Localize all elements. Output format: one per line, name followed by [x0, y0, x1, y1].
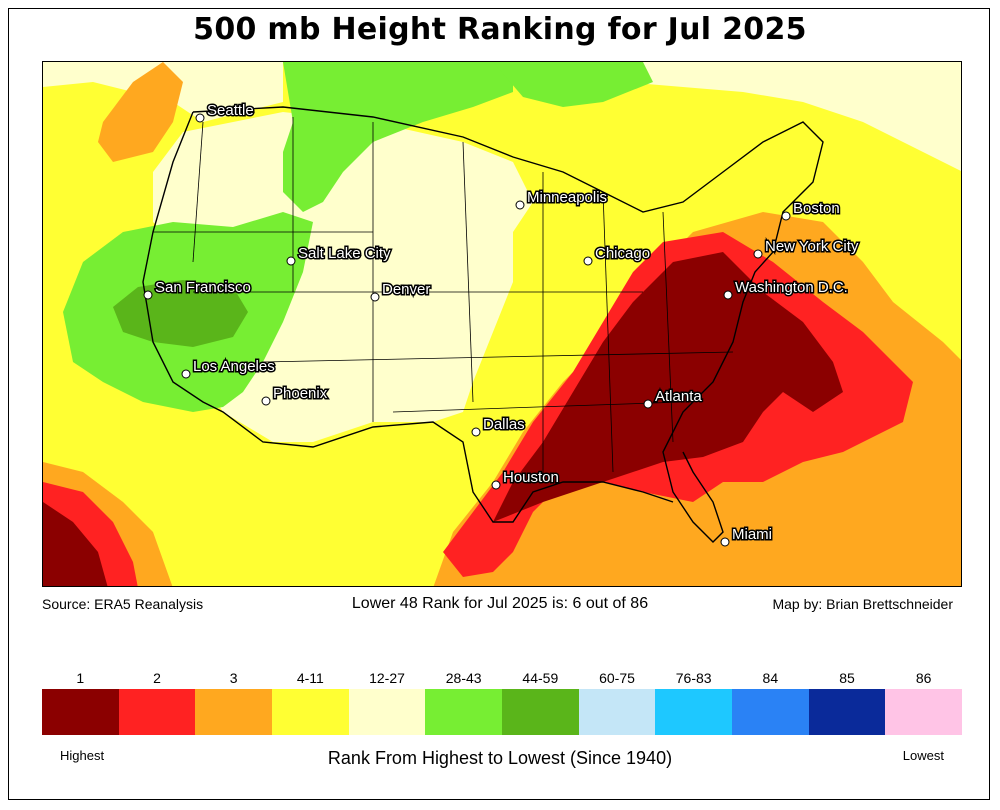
legend-lowest-label: Lowest [902, 748, 944, 763]
rank-region-1 [493, 252, 843, 522]
city-label: Washington D.C. [735, 279, 848, 296]
city-marker-icon [781, 211, 791, 221]
city-markers: Seattle Minneapolis Boston Salt Lake City Ch… [143, 101, 860, 547]
city-label: Dallas [483, 416, 525, 433]
legend-swatch [732, 689, 809, 735]
city-label: Chicago [595, 245, 650, 262]
legend-bin-label: 4-11 [296, 670, 324, 686]
legend-bin-label: 44-59 [522, 670, 559, 686]
city-label: San Francisco [155, 279, 251, 296]
map-canvas: Seattle Minneapolis Boston Salt Lake City Ch… [43, 62, 961, 586]
city-marker-icon [143, 290, 153, 300]
legend-bin-label: 76-83 [675, 670, 712, 686]
city-marker-icon [643, 399, 653, 409]
legend-color-bar [42, 689, 963, 735]
city-label: Los Angeles [193, 358, 275, 375]
rank-region-3-pacific-nw [98, 62, 183, 162]
legend-bin-label: 1 [76, 670, 85, 686]
city-label: Minneapolis [527, 189, 607, 206]
city-label: Seattle [207, 102, 254, 119]
source-note: Source: ERA5 Reanalysis [42, 596, 204, 612]
city-label: Atlanta [655, 388, 702, 405]
legend-bin-label: 3 [229, 670, 238, 686]
city-marker-icon [181, 369, 191, 379]
legend-swatch [885, 689, 963, 735]
legend-title: Rank From Highest to Lowest (Since 1940) [327, 748, 673, 768]
legend-bin-label: 60-75 [599, 670, 635, 686]
legend-swatch [578, 689, 656, 735]
city-marker-icon [195, 113, 205, 123]
legend-bin-label: 2 [153, 670, 161, 686]
legend-swatch [425, 689, 503, 735]
city-marker-icon [471, 427, 481, 437]
legend-bin-label: 12-27 [369, 670, 405, 686]
rank-statement: Lower 48 Rank for Jul 2025 is: 6 out of … [351, 595, 649, 612]
figure-frame [8, 8, 990, 800]
city-marker-icon [491, 480, 501, 490]
legend-bin-label: 85 [839, 670, 855, 686]
city-label: Boston [793, 200, 840, 217]
legend-swatch [655, 689, 733, 735]
legend-swatch [502, 689, 579, 735]
boundaries [142, 106, 824, 543]
city-label: Denver [382, 281, 430, 298]
city-marker-icon [370, 292, 380, 302]
legend-labels: 1 2 3 4-11 12-27 28-43 44-59 60-75 76-83 84 85 86 [42, 670, 962, 690]
city-label: New York City [765, 238, 859, 255]
map-credit: Map by: Brian Brettschneider [772, 596, 953, 612]
legend-swatch [272, 689, 349, 735]
legend-bin-label: 84 [762, 670, 779, 686]
legend-swatch [808, 689, 886, 735]
map-title: 500 mb Height Ranking for Jul 2025 [193, 12, 807, 47]
rank-region-28-43-north [283, 62, 513, 212]
city-label: Miami [732, 526, 772, 543]
legend-swatch [118, 689, 196, 735]
city-marker-icon [753, 249, 763, 259]
rank-region-12-27-northeast [523, 62, 961, 171]
city-marker-icon [515, 200, 525, 210]
city-label: Phoenix [273, 385, 328, 402]
legend-swatch [348, 689, 426, 735]
legend-swatch [195, 689, 273, 735]
city-marker-icon [723, 290, 733, 300]
city-marker-icon [583, 256, 593, 266]
legend-highest-label: Highest [60, 748, 105, 763]
rank-region-28-43-northeast [493, 62, 653, 107]
legend-bin-label: 86 [915, 670, 932, 686]
city-marker-icon [261, 396, 271, 406]
city-label: Houston [503, 469, 559, 486]
city-label: Salt Lake City [298, 245, 391, 262]
rank-map: Seattle Minneapolis Boston Salt Lake City Ch… [42, 61, 962, 587]
rank-region-1-southwest [43, 502, 108, 586]
city-marker-icon [720, 537, 730, 547]
city-marker-icon [286, 256, 296, 266]
legend-swatch [42, 689, 119, 735]
legend-bin-label: 28-43 [445, 670, 482, 686]
